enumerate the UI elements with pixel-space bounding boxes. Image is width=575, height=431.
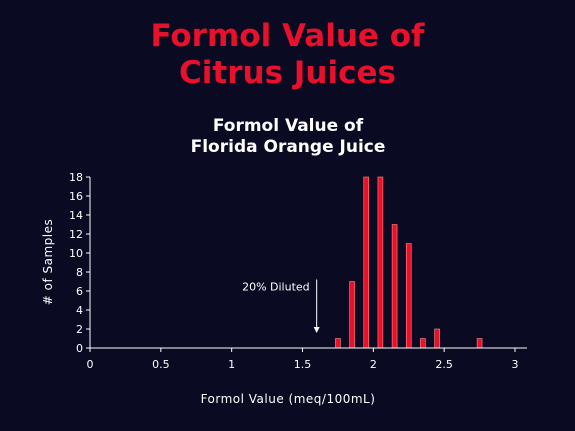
axes-group: 0 2 4 6 8 10 12 14 16 18 0 0.5 1 1.5 2 2.5 3 [69, 171, 527, 371]
bar-8 [476, 338, 483, 349]
annotation-text-0: 20% Diluted [242, 281, 310, 294]
y-tick-label-4: 8 [76, 266, 83, 279]
x-tick-label-5: 2.5 [435, 358, 453, 371]
y-tick-label-5: 10 [69, 247, 83, 260]
bar-0 [335, 338, 341, 349]
slide-title-line-1: Formol Value of [150, 18, 425, 54]
slide-title-line-2: Citrus Juices [179, 55, 396, 91]
x-tick-label-2: 1 [228, 358, 235, 371]
bar-7 [434, 328, 440, 349]
y-tick-label-8: 16 [69, 190, 83, 203]
bar-1 [349, 281, 355, 349]
x-tick-label-0: 0 [87, 358, 94, 371]
bar-2 [363, 176, 370, 349]
y-tick-label-9: 18 [69, 171, 83, 184]
slide-title: Formol Value of Citrus Juices [0, 18, 575, 92]
y-tick-label-7: 14 [69, 209, 83, 222]
x-tick-label-1: 0.5 [152, 358, 170, 371]
chart-title-line-1: Formol Value of [213, 116, 364, 136]
y-tick-label-3: 6 [76, 285, 83, 298]
bar-5 [405, 243, 412, 349]
bar-3 [377, 176, 384, 349]
chart-title-line-2: Florida Orange Juice [191, 137, 386, 157]
annotation-arrow-head-0 [313, 327, 320, 333]
bars-group [335, 176, 483, 349]
annotations-group: 20% Diluted [242, 279, 320, 333]
x-axis-label: Formol Value (meq/100mL) [201, 392, 376, 406]
bar-6 [420, 338, 426, 349]
y-tick-label-1: 2 [76, 323, 83, 336]
y-axis-label: # of Samples [41, 219, 55, 306]
bar-4 [391, 224, 398, 349]
x-tick-label-3: 1.5 [294, 358, 312, 371]
y-tick-label-0: 0 [76, 342, 83, 355]
x-tick-label-6: 3 [512, 358, 519, 371]
y-tick-label-2: 4 [76, 304, 83, 317]
y-tick-label-6: 12 [69, 228, 83, 241]
x-tick-label-4: 2 [370, 358, 377, 371]
